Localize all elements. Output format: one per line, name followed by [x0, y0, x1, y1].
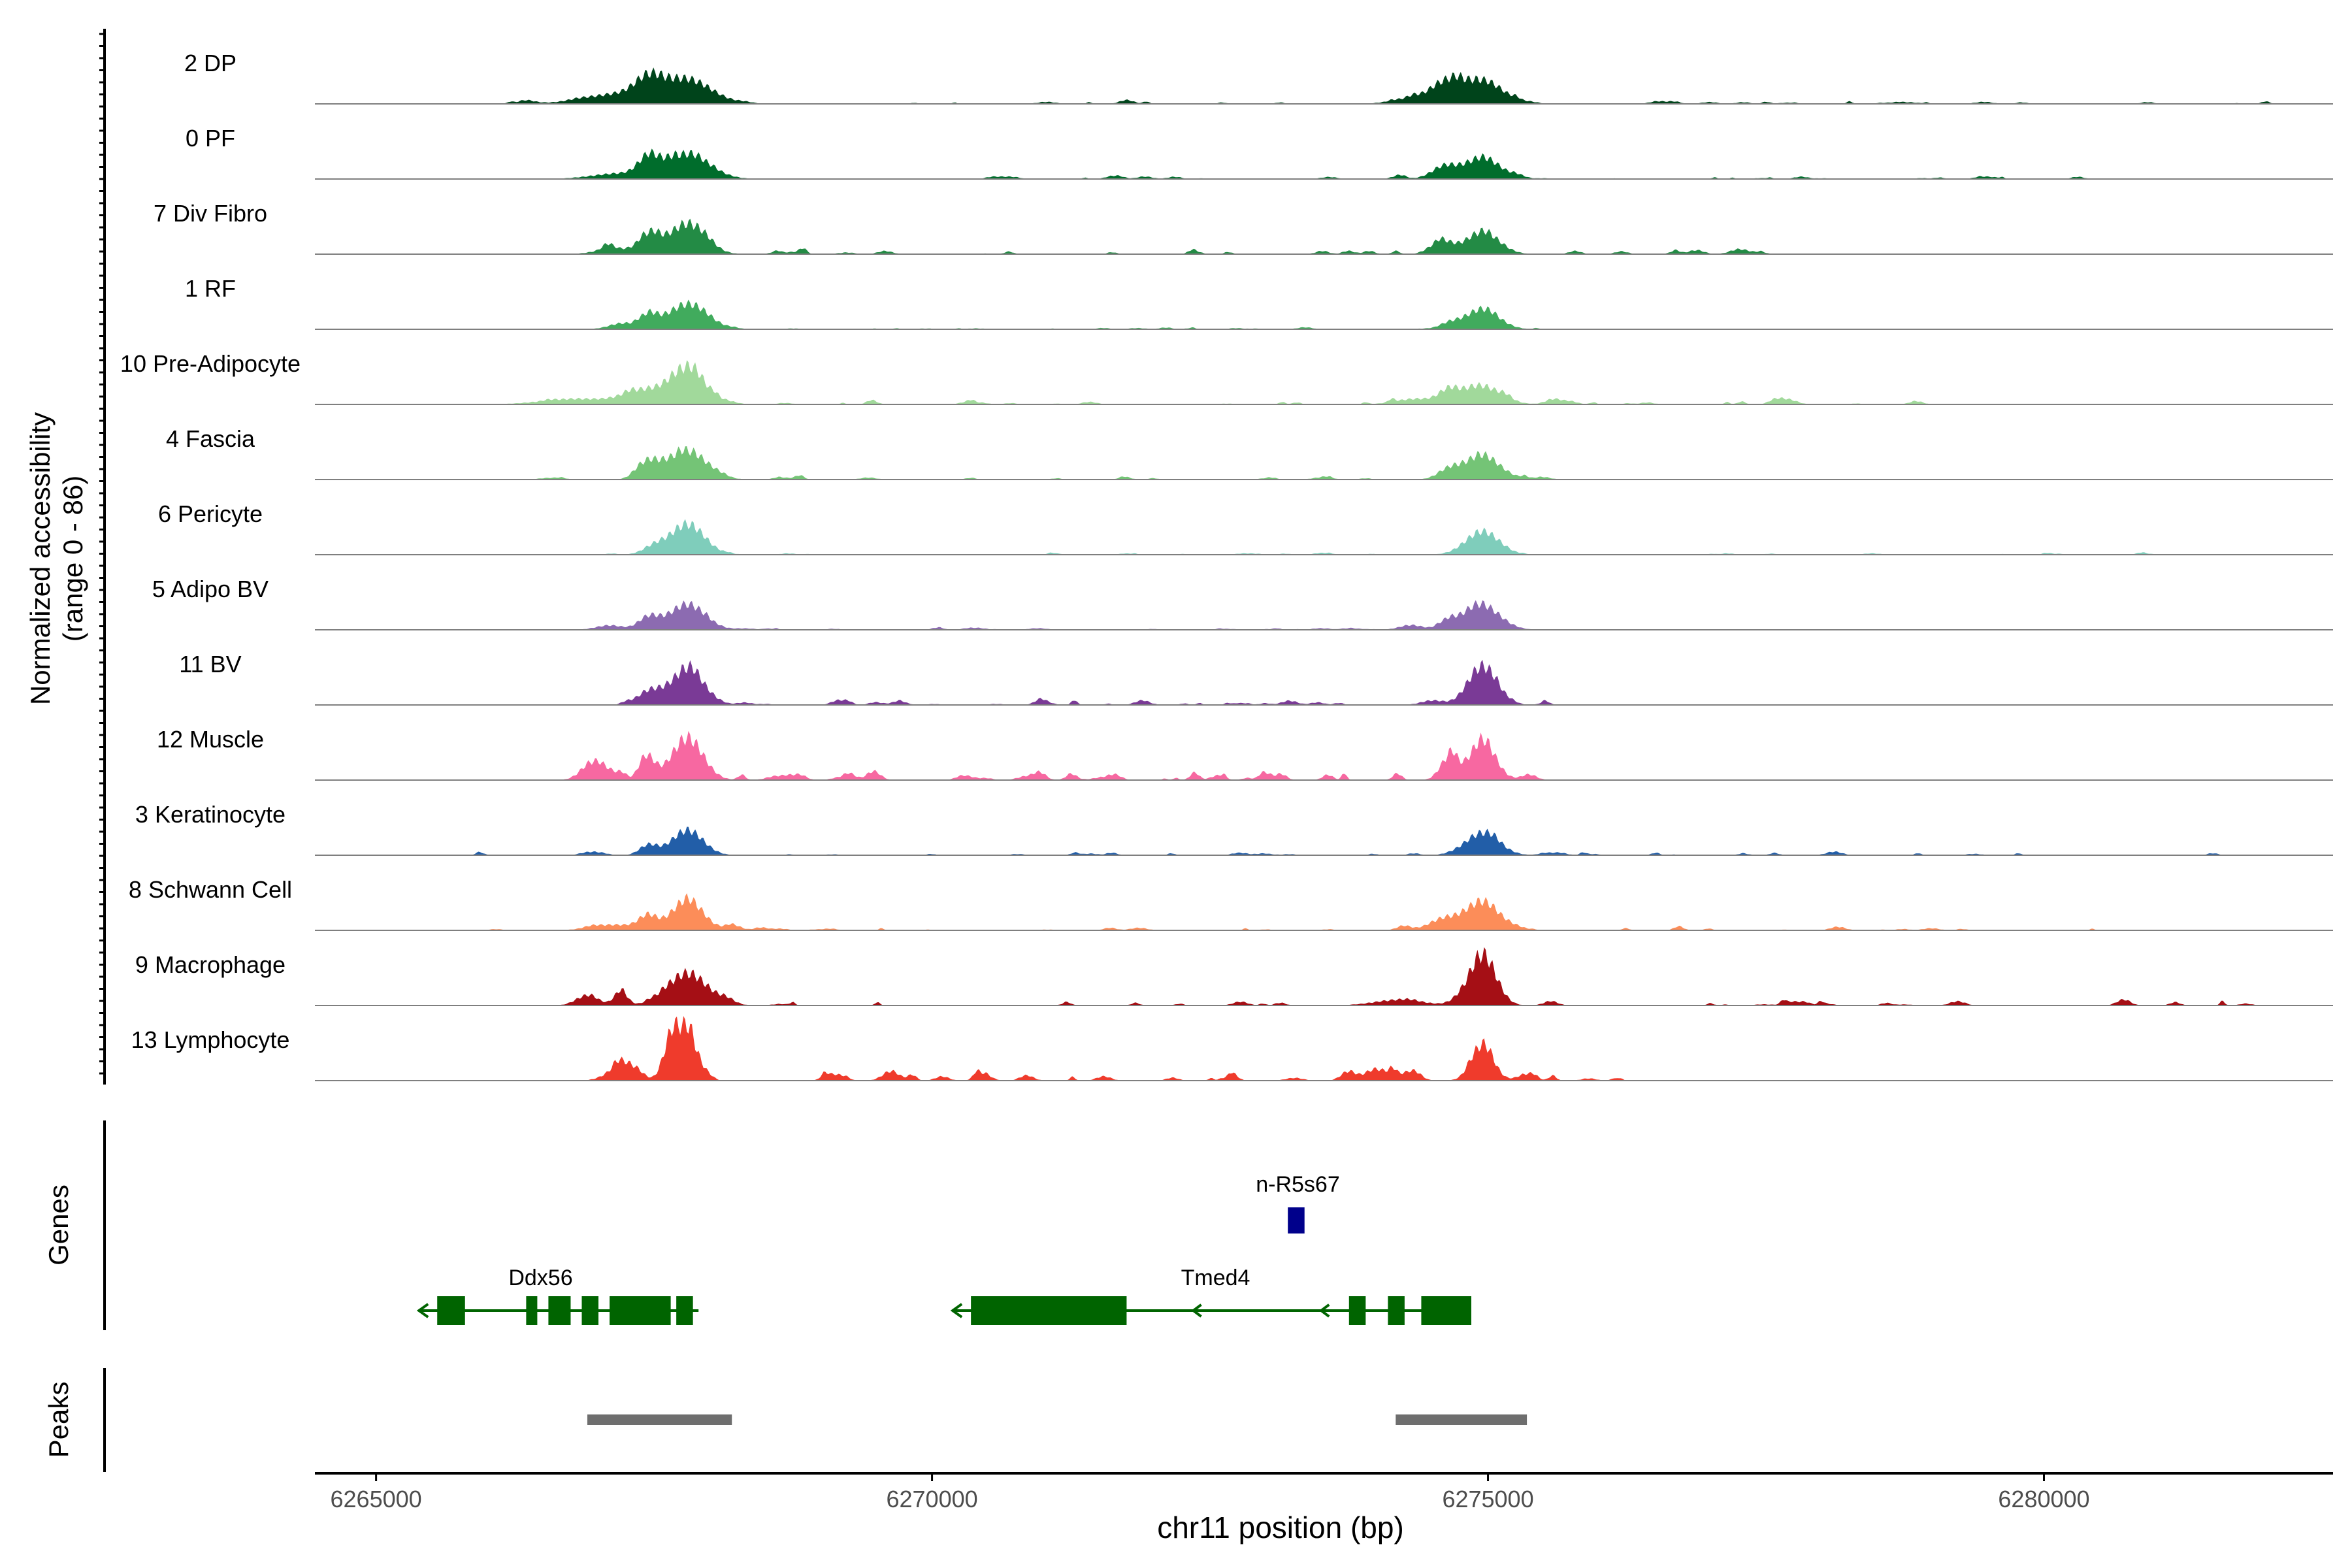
exon: [581, 1296, 598, 1325]
coverage-area-1-rf: [315, 299, 2333, 329]
peaks-panel-label: Peaks: [43, 1382, 74, 1458]
track-label: 10 Pre-Adipocyte: [120, 350, 301, 377]
coverage-tracks: 2 DP 0 PF 7 Div Fibro 1 RF 10 Pre-Adipocyte 4…: [120, 50, 2333, 1081]
track-label: 6 Pericyte: [158, 500, 263, 527]
track-label: 0 PF: [186, 125, 235, 152]
exon: [610, 1296, 671, 1325]
gene-label: Ddx56: [508, 1266, 572, 1290]
coverage-area-3-keratinocyte: [315, 826, 2333, 855]
track-label: 11 BV: [179, 651, 241, 678]
track-label: 8 Schwann Cell: [129, 876, 292, 903]
track-7-div-fibro: 7 Div Fibro: [154, 200, 2333, 255]
track-label: 12 Muscle: [157, 726, 264, 753]
y-axis-label-line1: Normalized accessibility: [25, 412, 56, 705]
track-label: 7 Div Fibro: [154, 200, 267, 227]
gene-n-r5s67: n-R5s67: [1256, 1172, 1340, 1233]
x-tick-label: 6280000: [1998, 1486, 2089, 1512]
x-axis-label: chr11 position (bp): [1157, 1511, 1404, 1544]
coverage-area-7-div-fibro: [315, 218, 2333, 254]
track-13-lymphocyte: 13 Lymphocyte: [131, 1016, 2333, 1081]
gene-ddx56: Ddx56: [416, 1266, 699, 1325]
track-4-fascia: 4 Fascia: [166, 425, 2333, 480]
coverage-area-12-muscle: [315, 730, 2333, 780]
coverage-area-9-macrophage: [315, 947, 2333, 1005]
track-8-schwann-cell: 8 Schwann Cell: [129, 876, 2333, 931]
x-tick-label: 6270000: [886, 1486, 977, 1512]
y-axis-label-line2: (range 0 - 86): [57, 476, 88, 642]
exon: [1421, 1296, 1472, 1325]
strand-arrow: [416, 1303, 429, 1318]
coverage-area-10-pre-adipocyte: [315, 360, 2333, 404]
exon: [437, 1296, 465, 1325]
coverage-area-5-adipo-bv: [315, 600, 2333, 630]
exon: [526, 1296, 538, 1325]
track-label: 2 DP: [184, 50, 237, 76]
coverage-area-6-pericyte: [315, 519, 2333, 555]
exon: [1348, 1296, 1366, 1325]
coverage-area-11-bv: [315, 659, 2333, 705]
gene-tmed4: Tmed4: [950, 1266, 1472, 1325]
track-0-pf: 0 PF: [186, 125, 2333, 180]
track-12-muscle: 12 Muscle: [157, 726, 2333, 781]
track-5-adipo-bv: 5 Adipo BV: [152, 576, 2333, 630]
coverage-area-13-lymphocyte: [315, 1016, 2333, 1081]
track-label: 13 Lymphocyte: [131, 1026, 290, 1053]
track-label: 9 Macrophage: [135, 951, 286, 978]
peak-track: [587, 1414, 1527, 1425]
x-axis-ticks: 6265000 6270000 6275000 6280000: [331, 1473, 2090, 1512]
track-label: 3 Keratinocyte: [135, 801, 286, 828]
coverage-y-ticks: [99, 33, 105, 1075]
exon: [1388, 1296, 1405, 1325]
track-10-pre-adipocyte: 10 Pre-Adipocyte: [120, 350, 2333, 405]
gene-track: Ddx56 Tmed4 n-R5s67: [416, 1172, 1472, 1325]
exon: [971, 1296, 1127, 1325]
track-label: 5 Adipo BV: [152, 576, 269, 602]
track-label: 1 RF: [185, 275, 236, 302]
coverage-area-0-pf: [315, 148, 2333, 179]
track-11-bv: 11 BV: [179, 651, 2333, 706]
peak-region: [1396, 1414, 1527, 1425]
track-label: 4 Fascia: [166, 425, 255, 452]
gene-label: n-R5s67: [1256, 1172, 1340, 1197]
coverage-area-8-schwann-cell: [315, 893, 2333, 930]
x-tick-label: 6265000: [331, 1486, 422, 1512]
track-1-rf: 1 RF: [185, 275, 2333, 330]
track-3-keratinocyte: 3 Keratinocyte: [135, 801, 2333, 856]
gene-label: Tmed4: [1181, 1266, 1250, 1290]
genes-panel-label: Genes: [43, 1184, 74, 1266]
exon: [676, 1296, 693, 1325]
exon: [548, 1296, 571, 1325]
track-6-pericyte: 6 Pericyte: [158, 500, 2333, 555]
exon: [1288, 1207, 1305, 1233]
strand-arrow: [1191, 1303, 1202, 1318]
x-tick-label: 6275000: [1442, 1486, 1533, 1512]
coverage-area-4-fascia: [315, 446, 2333, 480]
strand-arrow: [1318, 1303, 1330, 1318]
peak-region: [587, 1414, 732, 1425]
track-9-macrophage: 9 Macrophage: [135, 947, 2333, 1006]
coverage-area-2-dp: [315, 67, 2333, 104]
track-2-dp: 2 DP: [184, 50, 2333, 105]
strand-arrow: [950, 1303, 963, 1318]
